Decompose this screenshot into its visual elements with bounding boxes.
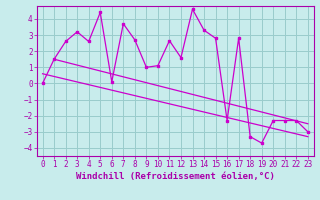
X-axis label: Windchill (Refroidissement éolien,°C): Windchill (Refroidissement éolien,°C): [76, 172, 275, 181]
